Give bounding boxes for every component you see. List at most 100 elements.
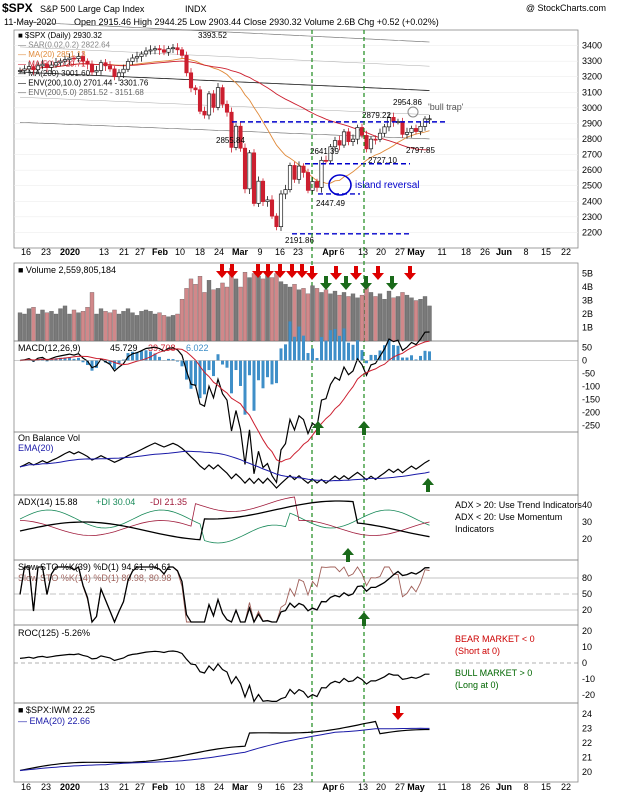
x-axis-label: 15 bbox=[541, 247, 551, 257]
price-candle bbox=[364, 135, 369, 150]
macd-histogram-bar bbox=[338, 335, 341, 361]
macd-histogram-bar bbox=[230, 360, 233, 394]
x-axis-label: 16 bbox=[21, 782, 31, 792]
volume-bar bbox=[359, 294, 365, 342]
volume-legend: ■ Volume 2,559,805,184 bbox=[18, 265, 116, 275]
price-tick-label: 2500 bbox=[582, 181, 602, 191]
x-axis-label: 6 bbox=[339, 247, 344, 257]
x-axis-label: May bbox=[407, 782, 425, 792]
volume-bar bbox=[233, 278, 239, 342]
macd-histogram-bar bbox=[423, 350, 427, 361]
sto-tick-label: 50 bbox=[582, 589, 592, 599]
volume-bar bbox=[238, 286, 243, 342]
price-candle bbox=[26, 66, 32, 70]
price-candle bbox=[107, 65, 113, 70]
ratio-ema-legend: — EMA(20) 22.66 bbox=[18, 716, 90, 726]
macd-histogram-bar bbox=[248, 360, 251, 376]
volume-arrow bbox=[320, 276, 332, 290]
adx-note: ADX > 20: Use Trend Indicators bbox=[455, 500, 582, 510]
red-arrow bbox=[216, 264, 228, 278]
price-candle bbox=[62, 59, 68, 62]
exchange-label: INDX bbox=[185, 4, 207, 14]
price-tick-label: 2700 bbox=[582, 150, 602, 160]
price-candle bbox=[409, 128, 414, 133]
adx-note: Indicators bbox=[455, 524, 495, 534]
obv-legend: On Balance Vol bbox=[18, 433, 80, 443]
bull-trap-label: 'bull trap' bbox=[428, 102, 464, 112]
x-axis-label: 2020 bbox=[60, 782, 80, 792]
volume-bar bbox=[121, 311, 126, 342]
macd-histogram-bar bbox=[405, 357, 409, 361]
price-tick-label: 2200 bbox=[582, 227, 602, 237]
price-candle bbox=[121, 68, 126, 74]
volume-bar bbox=[71, 309, 77, 342]
price-candle bbox=[35, 65, 41, 71]
macd-histogram-bar bbox=[131, 351, 134, 361]
price-candle bbox=[382, 126, 387, 134]
volume-bar bbox=[22, 313, 27, 342]
volume-bar bbox=[53, 313, 59, 342]
volume-bar bbox=[148, 311, 153, 342]
macd-histogram-bar bbox=[198, 360, 202, 399]
volume-bar bbox=[242, 271, 248, 342]
macd-histogram-bar bbox=[360, 350, 364, 361]
volume-bar bbox=[40, 309, 45, 342]
macd-histogram-bar bbox=[194, 360, 197, 386]
volume-arrow bbox=[306, 266, 318, 280]
volume-bar bbox=[184, 288, 189, 342]
macd-histogram-bar bbox=[288, 321, 292, 361]
macd-histogram-bar bbox=[50, 359, 53, 361]
price-annotation: 2641.39 bbox=[310, 147, 339, 156]
volume-bar bbox=[179, 298, 185, 342]
price-annotation: 2855.84 bbox=[216, 136, 245, 145]
macd-histogram-bar bbox=[167, 358, 170, 361]
macd-histogram-bar bbox=[311, 348, 314, 361]
ratio-tick-label: 23 bbox=[582, 724, 592, 734]
env5-upper-line bbox=[19, 46, 430, 67]
macd-signal-line bbox=[19, 340, 430, 463]
symbol-label: $SPX bbox=[2, 1, 33, 15]
adx-plus-di: +DI 30.04 bbox=[96, 497, 135, 507]
red-arrow bbox=[286, 264, 298, 278]
price-tick-label: 3400 bbox=[582, 41, 602, 51]
ratio-tick-label: 20 bbox=[582, 767, 592, 777]
price-candle bbox=[274, 215, 279, 228]
volume-bar bbox=[80, 311, 86, 342]
price-candle bbox=[206, 93, 212, 116]
obv-green-arrow bbox=[422, 478, 434, 492]
sto-slow-line bbox=[19, 565, 430, 624]
volume-bar bbox=[89, 292, 95, 342]
volume-bar bbox=[418, 298, 423, 342]
price-tick-label: 3300 bbox=[582, 56, 602, 66]
x-axis-label: 13 bbox=[358, 782, 368, 792]
volume-tick-label: 2B bbox=[582, 309, 593, 319]
volume-bar bbox=[278, 281, 284, 342]
macd-histogram-bar bbox=[297, 326, 301, 361]
volume-bar bbox=[211, 289, 216, 342]
sto-legend-1: Slow STO %K(39) %D(1) 94.61, 94.61 bbox=[18, 562, 171, 572]
volume-bar bbox=[274, 273, 279, 342]
x-axis-label: 18 bbox=[195, 247, 205, 257]
adx-green-arrow bbox=[342, 548, 354, 562]
macd-hist-value: 6.022 bbox=[186, 343, 209, 353]
volume-bar bbox=[94, 313, 99, 342]
x-axis-label: May bbox=[407, 247, 425, 257]
volume-tick-label: 1B bbox=[582, 323, 593, 333]
price-candle bbox=[404, 132, 410, 135]
macd-histogram-bar bbox=[77, 357, 80, 361]
price-candle bbox=[427, 118, 432, 121]
price-candle bbox=[413, 128, 419, 132]
macd-signal-value: 39.708 bbox=[148, 343, 176, 353]
price-tick-label: 3200 bbox=[582, 72, 602, 82]
volume-bar bbox=[157, 312, 162, 342]
x-axis-label: 23 bbox=[41, 782, 51, 792]
volume-bar bbox=[85, 307, 90, 342]
price-candle bbox=[355, 127, 360, 140]
quote-line: Open 2915.46 High 2944.25 Low 2903.44 Cl… bbox=[74, 17, 439, 27]
volume-bar bbox=[161, 315, 167, 342]
macd-histogram-bar bbox=[144, 350, 148, 361]
x-axis-label: 18 bbox=[461, 782, 471, 792]
macd-histogram-bar bbox=[122, 359, 125, 361]
sto-green-arrow bbox=[358, 612, 370, 626]
volume-bar bbox=[215, 288, 221, 342]
